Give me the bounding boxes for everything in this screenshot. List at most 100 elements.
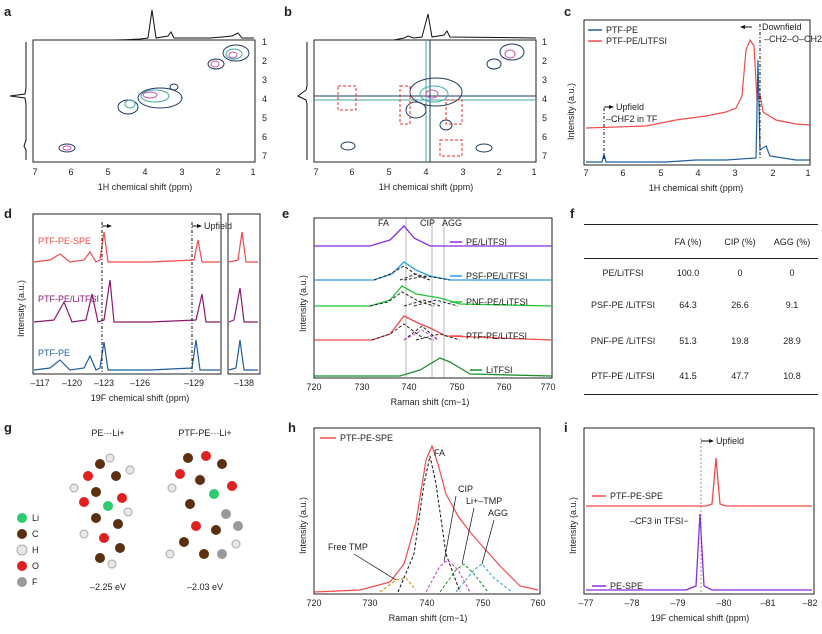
x-tick: –77: [578, 598, 593, 608]
panel-g: g PE···Li+ PTF-PE···Li+ Li: [0, 414, 270, 629]
atom-legend-label: O: [32, 561, 39, 571]
table-cell: 9.1: [785, 299, 799, 310]
x-tick: 720: [306, 598, 321, 608]
fit-free-tmp: [379, 577, 417, 593]
table-header-cell: FA (%): [674, 236, 702, 247]
x-axis-label-b: 1H chemical shift (ppm): [379, 182, 474, 192]
atom-legend-label: F: [32, 577, 38, 587]
x-tick: –117: [30, 378, 49, 388]
annotation-ch2: –CH2–O–CH2–: [764, 34, 822, 44]
x-tick: 2: [770, 168, 775, 178]
x-ticks-i: –77 –78 –79 –80 –81 –82: [578, 598, 817, 608]
x-tick: 3: [460, 167, 465, 177]
panel-label-d: d: [4, 206, 12, 221]
y-axis-label-c: Intensity (a.u.): [566, 83, 576, 140]
panel-label-c: c: [564, 4, 572, 19]
table-row: PTF-PE /LiTFSI 41.5 47.7 10.8: [584, 359, 818, 395]
panel-label-h: h: [288, 420, 296, 435]
tag-free-tmp: Free TMP: [328, 542, 368, 552]
y-tick: 6: [262, 132, 267, 142]
binding-energy-right: –2.03 eV: [187, 582, 223, 592]
x-ticks-h: 720 730 740 750 760: [306, 598, 545, 608]
atom-legend: Li C H O F: [16, 513, 39, 587]
table-header-cell: [584, 225, 662, 259]
y-tick: 3: [542, 75, 547, 85]
series-line-ptf-pe-litfsi: [33, 279, 258, 323]
panel-label-f: f: [570, 206, 575, 221]
tag-agg: AGG: [488, 508, 508, 518]
y-tick: 5: [262, 113, 267, 123]
panel-i-nmr-19f: Upfield PTF-PE-SPE –CF3 in TFSI− PE-SPE …: [568, 427, 818, 623]
binding-energy-left: –2.25 eV: [90, 582, 126, 592]
table-cell: 51.3: [679, 335, 697, 346]
x-axis-label-d: 19F chemical shift (ppm): [91, 393, 190, 403]
x-tick: 7: [32, 167, 37, 177]
panel-h-raman: PTF-PE-SPE FA CIP Li+–TMP AGG Free TMP 7…: [298, 427, 546, 623]
table-header-row: FA (%) CIP (%) AGG (%): [584, 224, 818, 259]
series-line-pe-litfsi: [314, 225, 552, 247]
y-tick: 7: [542, 151, 547, 161]
table-cell: PSF-PE /LiTFSI: [590, 299, 655, 310]
x-axis-label-h: Raman shift (cm−1): [389, 613, 468, 623]
x-tick: 770: [540, 382, 555, 392]
x-tick: 6: [620, 168, 625, 178]
x-tick: 6: [68, 167, 73, 177]
panel-a: a 7 6 5 4 3 2 1 1 2 3 4 5: [0, 0, 270, 200]
legend-e: PE/LiTFSI PSF-PE/LiTFSI PNF-PE/LiTFSI PT…: [450, 237, 528, 375]
legend-label: PTF-PE/LiTFSI: [606, 36, 667, 46]
panel-d: d Upfield PTF-PE-SPE PTF-PE/LiTFSI PTF-P…: [0, 202, 270, 412]
panel-label-a: a: [4, 4, 12, 19]
table-cell: PNF-PE /LiTFSI: [590, 335, 656, 346]
molecular-structures: PE···Li+ PTF-PE···Li+ Li C: [16, 428, 243, 592]
legend-label: PTF-PE-SPE: [340, 433, 393, 443]
atom-legend-label: H: [32, 545, 39, 555]
x-tick: –126: [130, 378, 150, 388]
annotation-chf2: –CHF2 in TF: [606, 114, 658, 124]
series-line-pnf-pe-litfsi: [314, 285, 553, 307]
annotation-downfield: Downfield: [762, 22, 802, 32]
x-tick: 6: [349, 167, 354, 177]
y-axis-label-h: Intensity (a.u.): [298, 497, 308, 554]
series-label: PTF-PE: [38, 348, 70, 358]
y-tick: 1: [262, 37, 267, 47]
structure-title-left: PE···Li+: [91, 428, 124, 438]
tag-agg: AGG: [442, 218, 462, 228]
series-line-ptf-pe-litfsi: [585, 38, 811, 129]
legend-label: PE-SPE: [610, 581, 643, 591]
panel-c: c PTF-PE PTF-PE/LiTFSI Downfield –CH2–O–…: [556, 0, 822, 200]
x-tick: 4: [423, 167, 428, 177]
x-tick: 4: [695, 168, 700, 178]
panel-label-g: g: [4, 420, 12, 435]
annotation-upfield: Upfield: [204, 221, 232, 231]
x-tick: 3: [732, 168, 737, 178]
table-header-cell: CIP (%): [724, 236, 756, 247]
atom-legend-label: C: [32, 529, 39, 539]
top-projection-b: [316, 13, 537, 41]
x-tick: –81: [760, 598, 775, 608]
table-cell: 19.8: [731, 335, 749, 346]
series-label: PTF-PE/LiTFSI: [38, 294, 99, 304]
panel-label-e: e: [282, 206, 290, 221]
x-ticks-d: –117 –120 –123 –126 –129 –138: [30, 378, 254, 388]
table-cell: 0: [737, 267, 743, 278]
x-tick: 760: [496, 382, 511, 392]
table-cell: PE/LiTFSI: [602, 267, 644, 278]
x-axis-label-i: 19F chemical shift (ppm): [651, 613, 750, 623]
series-line-psf-pe-litfsi: [314, 261, 552, 281]
legend-label: PNF-PE/LiTFSI: [466, 297, 528, 307]
table-cell: 26.6: [731, 299, 749, 310]
top-projection-a: [35, 9, 254, 41]
table-row: PSF-PE /LiTFSI 64.3 26.6 9.1: [584, 287, 818, 323]
fit-fa: [397, 455, 461, 593]
table-row: PNF-PE /LiTFSI 51.3 19.8 28.9: [584, 323, 818, 359]
annotation-cf3: –CF3 in TFSI−: [630, 516, 689, 526]
tag-fa: FA: [378, 218, 389, 228]
x-tick: –120: [62, 378, 82, 388]
tag-fa: FA: [434, 448, 445, 458]
fit-cip: [425, 559, 471, 593]
fit-agg: [455, 563, 513, 593]
x-tick: –82: [802, 598, 817, 608]
x-tick: 1: [250, 167, 255, 177]
table-cell: 47.7: [731, 371, 749, 382]
y-axis-label-e: Intensity (a.u.): [298, 275, 308, 332]
